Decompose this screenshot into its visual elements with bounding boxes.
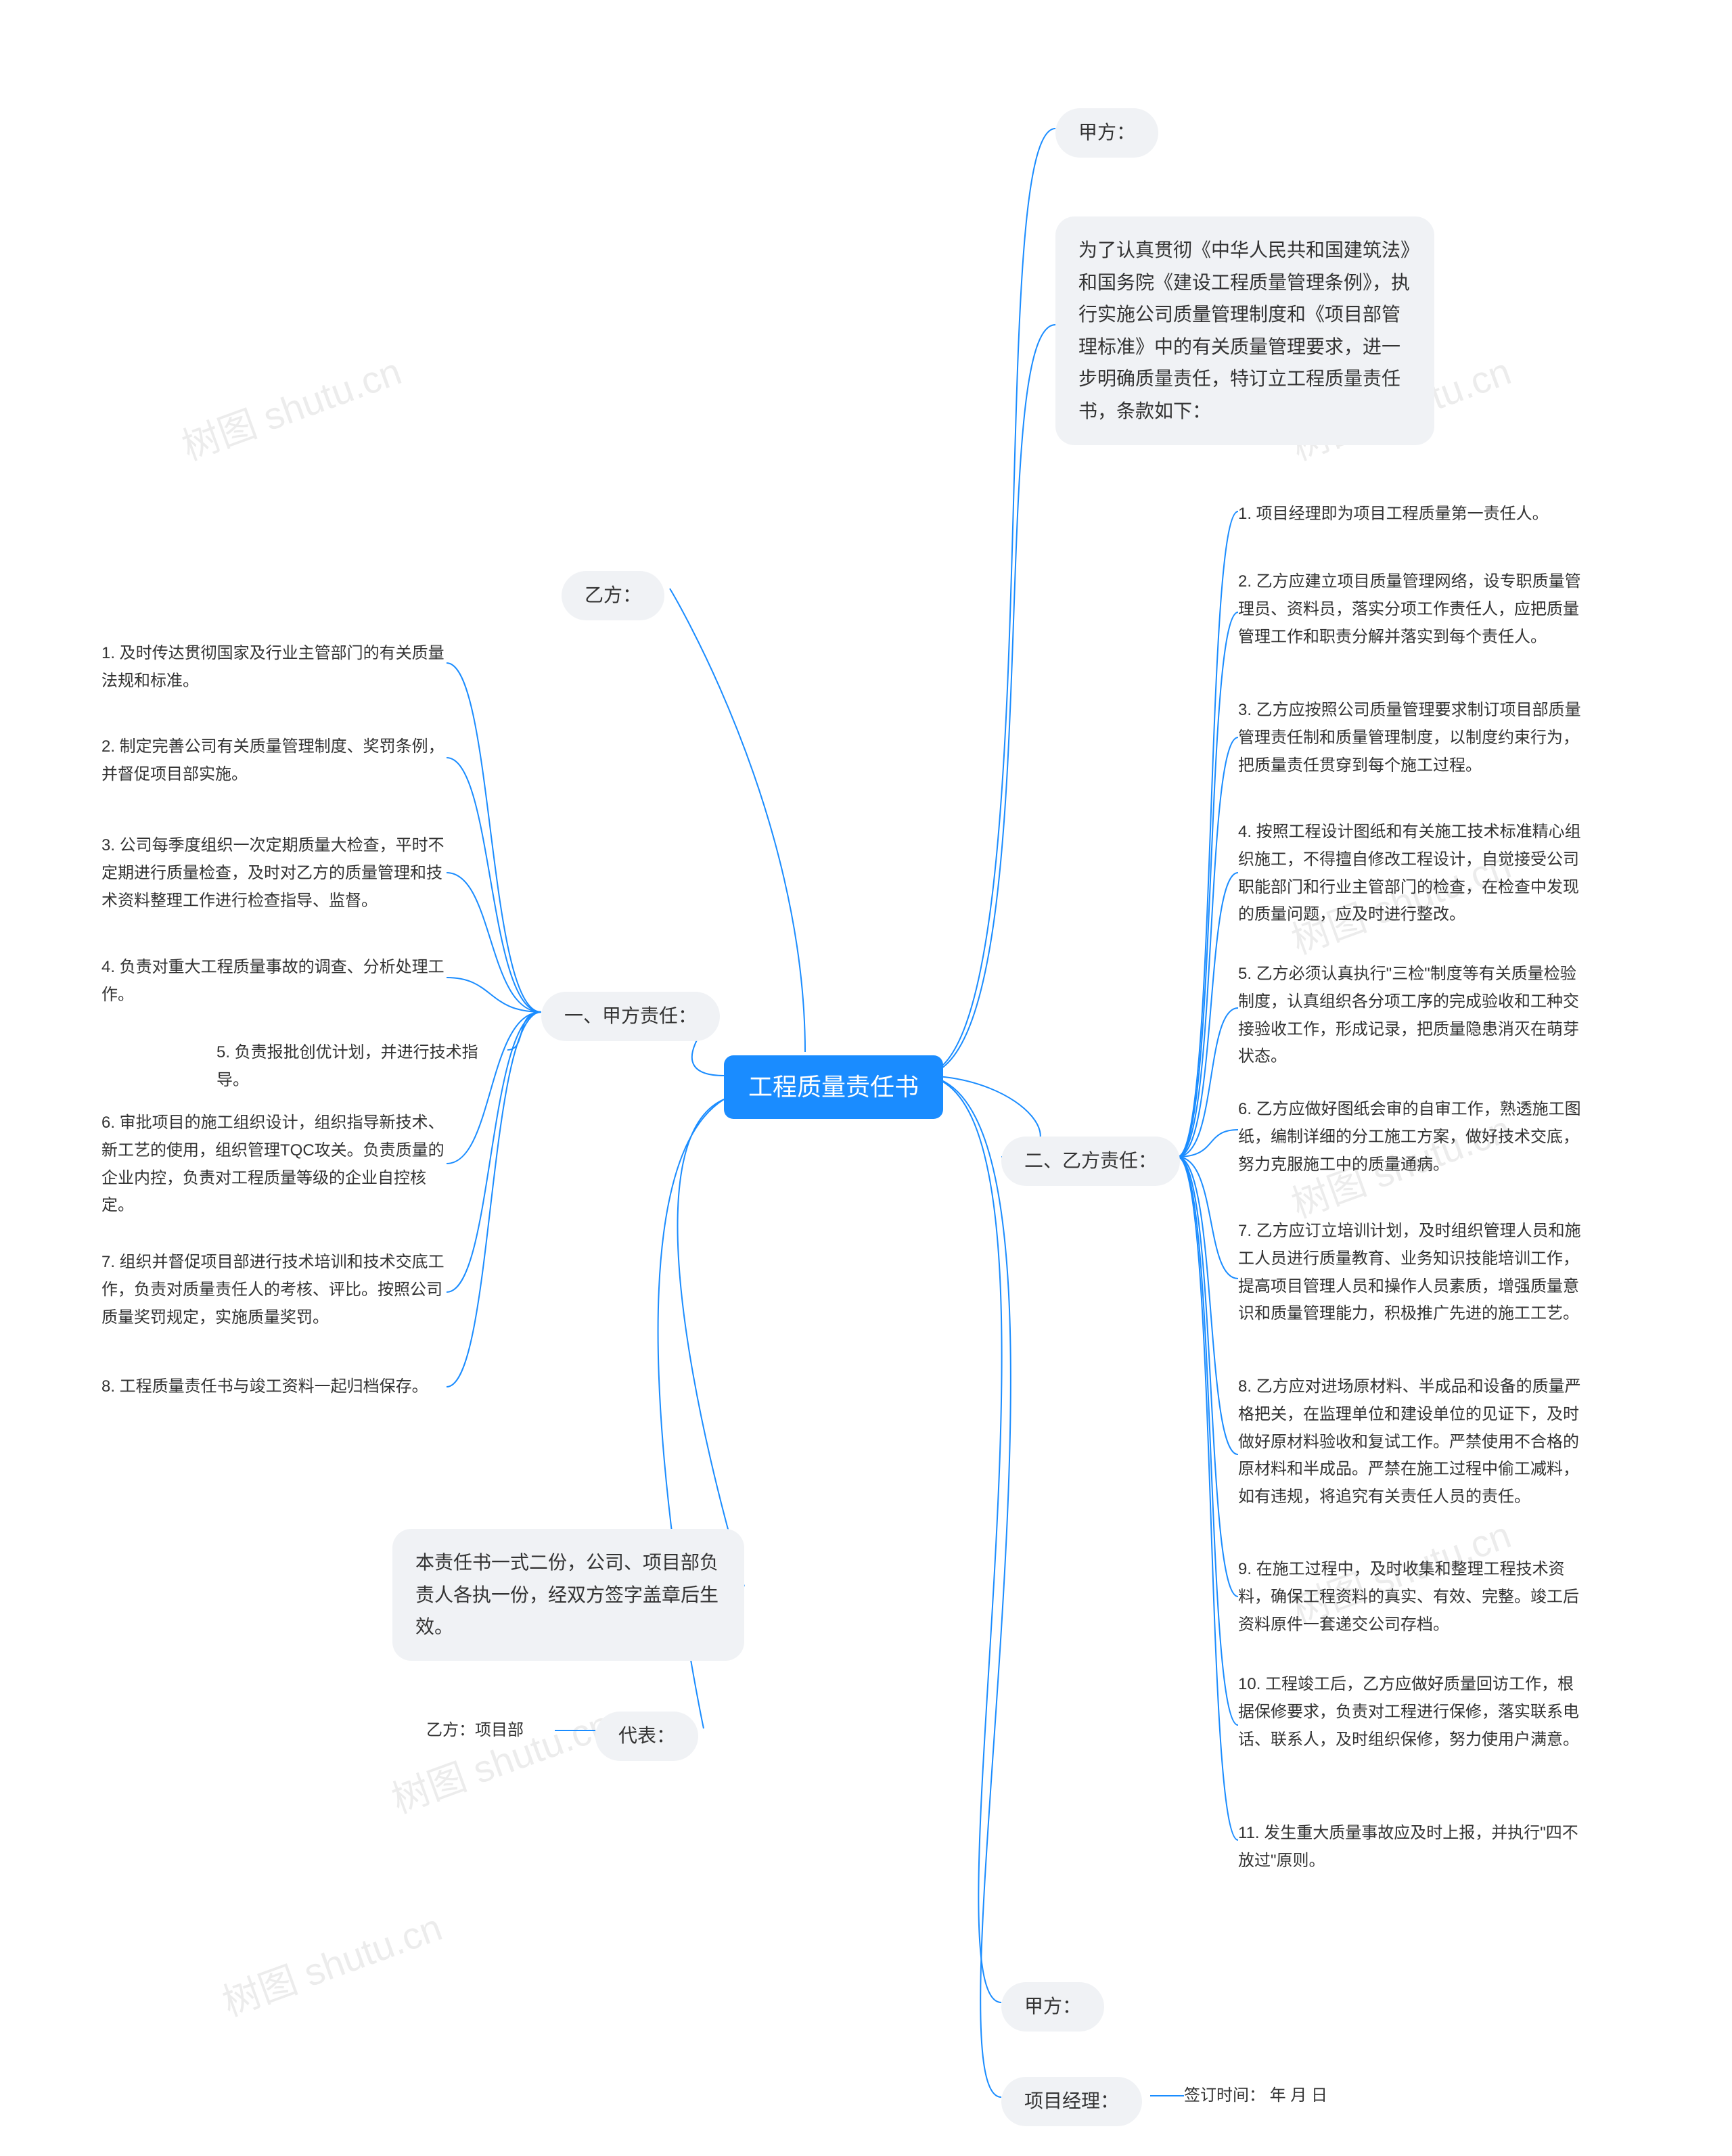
- leaf-sec2: 2. 乙方应建立项目质量管理网络，设专职质量管理员、资料员，落实分项工作责任人，…: [1238, 568, 1590, 651]
- leaf-sec2: 9. 在施工过程中，及时收集和整理工程技术资料，确保工程资料的真实、有效、完整。…: [1238, 1556, 1590, 1638]
- leaf-sec1: 5. 负责报批创优计划，并进行技术指导。: [216, 1039, 507, 1095]
- watermark: 树图 shutu.cn: [173, 341, 408, 471]
- leaf-sec1: 6. 审批项目的施工组织设计，组织指导新技术、新工艺的使用，组织管理TQC攻关。…: [101, 1109, 453, 1220]
- branch-party-b-top: 乙方：: [562, 571, 664, 620]
- watermark: 树图 shutu.cn: [214, 1897, 449, 2027]
- leaf-sec2: 6. 乙方应做好图纸会审的自审工作，熟透施工图纸，编制详细的分工施工方案，做好技…: [1238, 1096, 1590, 1178]
- leaf-sec1: 3. 公司每季度组织一次定期质量大检查，平时不定期进行质量检查，及时对乙方的质量…: [101, 832, 453, 915]
- leaf-sec2: 10. 工程竣工后，乙方应做好质量回访工作，根据保修要求，负责对工程进行保修，落…: [1238, 1671, 1590, 1753]
- leaf-sec1: 8. 工程质量责任书与竣工资料一起归档保存。: [101, 1373, 428, 1401]
- branch-preamble: 为了认真贯彻《中华人民共和国建筑法》和国务院《建设工程质量管理条例》，执行实施公…: [1055, 216, 1434, 445]
- leaf-sec2: 4. 按照工程设计图纸和有关施工技术标准精心组织施工，不得擅自修改工程设计，自觉…: [1238, 819, 1590, 929]
- branch-sec1: 一、甲方责任：: [541, 992, 720, 1041]
- leaf-sec1: 1. 及时传达贯彻国家及行业主管部门的有关质量法规和标准。: [101, 640, 453, 695]
- leaf-sec1: 7. 组织并督促项目部进行技术培训和技术交底工作，负责对质量责任人的考核、评比。…: [101, 1249, 453, 1331]
- leaf-rep: 乙方：项目部: [426, 1717, 524, 1745]
- leaf-sec2: 7. 乙方应订立培训计划，及时组织管理人员和施工人员进行质量教育、业务知识技能培…: [1238, 1218, 1590, 1328]
- leaf-sec2: 1. 项目经理即为项目工程质量第一责任人。: [1238, 501, 1549, 528]
- leaf-sec1: 4. 负责对重大工程质量事故的调查、分析处理工作。: [101, 954, 453, 1009]
- branch-closing: 本责任书一式二份，公司、项目部负责人各执一份，经双方签字盖章后生效。: [392, 1529, 744, 1661]
- branch-rep: 代表：: [595, 1712, 698, 1761]
- branch-sec2: 二、乙方责任：: [1001, 1137, 1180, 1186]
- leaf-sec1: 2. 制定完善公司有关质量管理制度、奖罚条例，并督促项目部实施。: [101, 733, 453, 789]
- branch-party-a-top: 甲方：: [1055, 108, 1158, 158]
- center-node: 工程质量责任书: [724, 1055, 943, 1119]
- leaf-sec2: 11. 发生重大质量事故应及时上报，并执行"四不放过"原则。: [1238, 1820, 1590, 1875]
- leaf-sec2: 3. 乙方应按照公司质量管理要求制订项目部质量管理责任制和质量管理制度，以制度约…: [1238, 697, 1590, 779]
- leaf-sec2: 5. 乙方必须认真执行"三检"制度等有关质量检验制度，认真组织各分项工序的完成验…: [1238, 961, 1590, 1071]
- branch-party-a-bottom: 甲方：: [1001, 1982, 1104, 2032]
- leaf-sec2: 8. 乙方应对进场原材料、半成品和设备的质量严格把关，在监理单位和建设单位的见证…: [1238, 1373, 1590, 1511]
- leaf-pm: 签订时间： 年 月 日: [1184, 2082, 1327, 2110]
- branch-pm: 项目经理：: [1001, 2077, 1142, 2126]
- watermark: 树图 shutu.cn: [383, 1694, 618, 1824]
